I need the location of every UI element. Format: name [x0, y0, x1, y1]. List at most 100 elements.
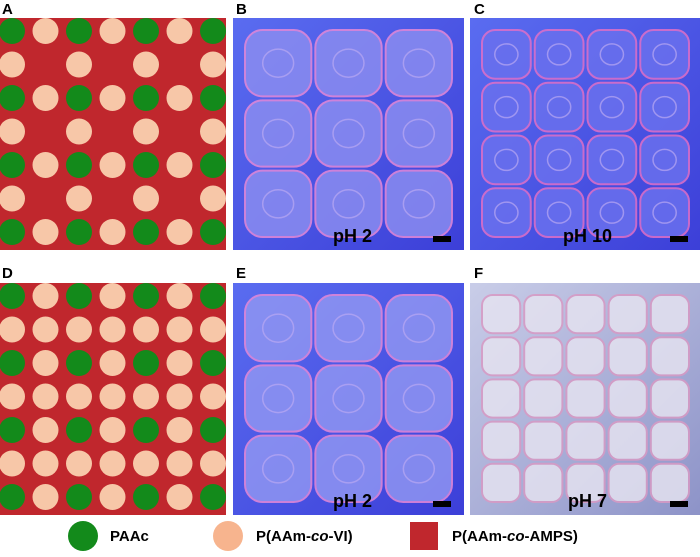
dot [200, 283, 226, 309]
hydrogel-cell [523, 420, 564, 461]
scale-bar [433, 236, 451, 242]
hydrogel-cell [481, 420, 522, 461]
hydrogel-cell [586, 187, 638, 238]
hydrogel-cell [533, 134, 585, 186]
dot [99, 219, 126, 245]
dot [200, 51, 226, 78]
hydrogel-cell [523, 462, 564, 503]
dot [66, 450, 92, 477]
dot [66, 316, 92, 343]
cell-core [652, 43, 677, 66]
dot [133, 118, 159, 145]
dot [200, 350, 226, 376]
cell-core [261, 48, 295, 78]
dot [133, 219, 159, 245]
hydrogel-cell [481, 29, 532, 80]
hydrogel-cell [244, 99, 313, 168]
dot [133, 185, 159, 212]
dot [166, 219, 193, 245]
hydrogel-cell [533, 29, 585, 80]
dot [133, 417, 159, 443]
dot [166, 484, 193, 510]
cell-core [546, 95, 572, 119]
dot [0, 316, 25, 343]
hydrogel-cell [244, 364, 313, 433]
hydrogel-cell [607, 294, 648, 335]
dot [0, 450, 25, 477]
cell-core [402, 383, 436, 414]
cell-core [652, 148, 677, 172]
dot [99, 283, 126, 309]
cell-core [652, 201, 677, 224]
cell-core [494, 201, 519, 224]
hydrogel-cell [639, 29, 690, 80]
dot [200, 152, 226, 178]
hydrogel-cell [481, 378, 522, 419]
hydrogel-cell [523, 378, 564, 419]
cell-core [332, 189, 365, 219]
panel-letter: C [474, 1, 485, 18]
dot [166, 85, 193, 111]
hydrogel-cell [384, 99, 453, 168]
dot [99, 18, 126, 44]
hydrogel-cell [481, 462, 522, 503]
dot [99, 417, 126, 443]
dot [133, 283, 159, 309]
legend-swatch [68, 521, 98, 551]
hydrogel-cell [314, 99, 383, 168]
dot [0, 118, 25, 145]
cell-core [402, 48, 436, 78]
dot [166, 417, 193, 443]
dot [66, 383, 92, 410]
cell-core [261, 313, 295, 343]
dot [32, 383, 59, 410]
dot [32, 450, 59, 477]
hydrogel-cell [314, 29, 383, 98]
dot [133, 152, 159, 178]
cell-core [599, 95, 625, 119]
dot [32, 18, 59, 44]
hydrogel-cell [533, 187, 585, 238]
cell-core [494, 148, 519, 172]
dot [133, 18, 159, 44]
hydrogel-cell [607, 336, 648, 377]
dot [0, 350, 25, 376]
dot [99, 85, 126, 111]
cell-core [261, 189, 295, 219]
dot [66, 417, 92, 443]
dot [66, 350, 92, 376]
cell-core [332, 454, 365, 484]
hydrogel-cell [314, 169, 383, 239]
hydrogel-cell [481, 134, 532, 186]
dot [200, 185, 226, 212]
hydrogel-cell [244, 434, 313, 503]
hydrogel-cell [384, 434, 453, 503]
ph-label: pH 2 [333, 491, 372, 511]
dot [32, 219, 59, 245]
dot [99, 484, 126, 510]
dot [32, 484, 59, 510]
cell-core [261, 118, 295, 149]
dot [99, 383, 126, 410]
scale-bar [433, 501, 451, 507]
dot [0, 283, 25, 309]
dot [99, 152, 126, 178]
dot [200, 118, 226, 145]
hydrogel-cell [565, 336, 606, 377]
cell-core [402, 313, 436, 343]
hydrogel-cell [314, 364, 383, 433]
hydrogel-cell [649, 462, 690, 503]
cell-core [261, 454, 295, 484]
dot [0, 152, 25, 178]
hydrogel-cell [533, 81, 585, 133]
dot [133, 51, 159, 78]
panel-letter: E [236, 265, 246, 282]
hydrogel-cell [649, 336, 690, 377]
dot [66, 484, 92, 510]
dot [0, 185, 25, 212]
hydrogel-cell [384, 294, 453, 363]
ph-label: pH 7 [568, 491, 607, 511]
dot [32, 85, 59, 111]
hydrogel-cell [523, 336, 564, 377]
